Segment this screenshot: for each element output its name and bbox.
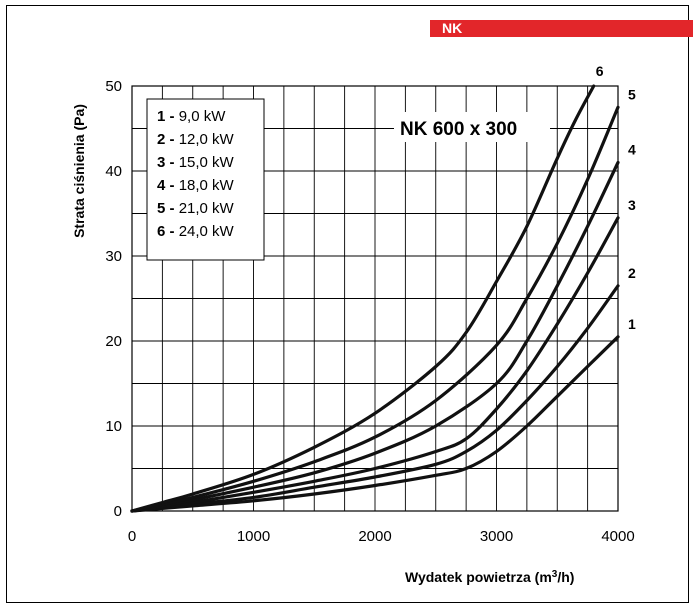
y-tick-label: 10	[105, 418, 122, 435]
legend-value: 9,0 kW	[179, 108, 227, 125]
curve-label-6: 6	[596, 63, 604, 79]
curve-label-2: 2	[628, 265, 636, 281]
curve-label-3: 3	[628, 197, 636, 213]
x-axis-label-text: Wydatek powietrza (m	[405, 569, 552, 585]
legend-entry-1: 1 - 9,0 kW	[157, 108, 226, 125]
chart-title: NK 600 x 300	[400, 119, 517, 140]
legend-number: 4 -	[157, 177, 179, 194]
legend-number: 2 -	[157, 131, 179, 148]
legend-value: 12,0 kW	[179, 131, 235, 148]
legend-value: 15,0 kW	[179, 154, 235, 171]
legend-entry-4: 4 - 18,0 kW	[157, 177, 235, 194]
x-axis-label: Wydatek powietrza (m3/h)	[405, 569, 574, 585]
y-tick-label: 50	[105, 78, 122, 95]
x-tick-label: 2000	[358, 528, 391, 545]
y-tick-label: 40	[105, 163, 122, 180]
legend-number: 3 -	[157, 154, 179, 171]
series-line-3	[130, 216, 620, 513]
series-line-1	[130, 335, 620, 513]
y-axis-label: Strata ciśnienia (Pa)	[71, 104, 87, 238]
legend-value: 21,0 kW	[179, 200, 235, 217]
curve-number-labels: 1 2 3 4 5 6	[596, 63, 636, 332]
legend-value: 24,0 kW	[179, 223, 235, 240]
legend-entry-2: 2 - 12,0 kW	[157, 131, 235, 148]
curve-label-1: 1	[628, 316, 636, 332]
legend: 1 - 9,0 kW2 - 12,0 kW3 - 15,0 kW4 - 18,0…	[157, 108, 235, 240]
x-axis-label-tail: /h)	[557, 569, 574, 585]
series-lines	[130, 84, 620, 513]
legend-entry-5: 5 - 21,0 kW	[157, 200, 235, 217]
curve-label-5: 5	[628, 86, 636, 102]
x-tick-label: 3000	[480, 528, 513, 545]
series-line-4	[130, 160, 620, 513]
y-tick-label: 30	[105, 248, 122, 265]
series-line-6	[130, 84, 596, 513]
legend-value: 18,0 kW	[179, 177, 235, 194]
series-line-5	[130, 105, 620, 513]
curve-label-4: 4	[628, 142, 636, 158]
title-backdrop	[394, 112, 550, 142]
legend-number: 6 -	[157, 223, 179, 240]
chart-frame	[6, 5, 689, 603]
y-tick-label: 0	[114, 503, 122, 520]
x-axis-label-superscript: 3	[552, 569, 558, 580]
x-tick-label: 1000	[237, 528, 270, 545]
x-tick-label: 0	[128, 528, 136, 545]
x-tick-label: 4000	[601, 528, 634, 545]
legend-number: 1 -	[157, 108, 179, 125]
legend-box	[146, 98, 265, 261]
y-tick-label: 20	[105, 333, 122, 350]
series-line-2	[130, 284, 620, 513]
legend-entry-6: 6 - 24,0 kW	[157, 223, 235, 240]
section-tag: NK	[430, 20, 693, 37]
legend-entry-3: 3 - 15,0 kW	[157, 154, 235, 171]
legend-number: 5 -	[157, 200, 179, 217]
tick-labels: 0 1000 2000 3000 4000 0 10 20 30 40 50	[105, 78, 634, 545]
